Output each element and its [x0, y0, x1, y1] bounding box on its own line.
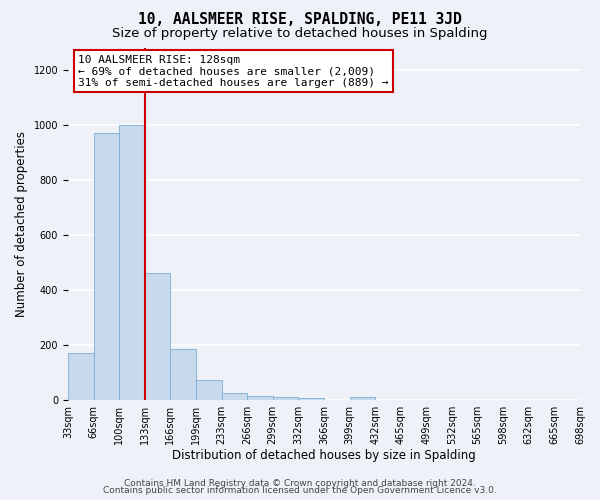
X-axis label: Distribution of detached houses by size in Spalding: Distribution of detached houses by size …	[172, 450, 476, 462]
Bar	[273, 397, 298, 400]
Y-axis label: Number of detached properties: Number of detached properties	[15, 130, 28, 316]
Bar	[145, 273, 170, 400]
Bar	[221, 393, 247, 400]
Text: Size of property relative to detached houses in Spalding: Size of property relative to detached ho…	[112, 28, 488, 40]
Bar	[196, 380, 221, 400]
Text: 10, AALSMEER RISE, SPALDING, PE11 3JD: 10, AALSMEER RISE, SPALDING, PE11 3JD	[138, 12, 462, 28]
Text: Contains HM Land Registry data © Crown copyright and database right 2024.: Contains HM Land Registry data © Crown c…	[124, 478, 476, 488]
Bar	[68, 353, 94, 400]
Bar	[119, 124, 145, 400]
Bar	[298, 398, 324, 400]
Bar	[350, 397, 375, 400]
Bar	[94, 133, 119, 400]
Text: 10 AALSMEER RISE: 128sqm
← 69% of detached houses are smaller (2,009)
31% of sem: 10 AALSMEER RISE: 128sqm ← 69% of detach…	[78, 54, 389, 88]
Bar	[247, 396, 273, 400]
Bar	[170, 349, 196, 400]
Text: Contains public sector information licensed under the Open Government Licence v3: Contains public sector information licen…	[103, 486, 497, 495]
